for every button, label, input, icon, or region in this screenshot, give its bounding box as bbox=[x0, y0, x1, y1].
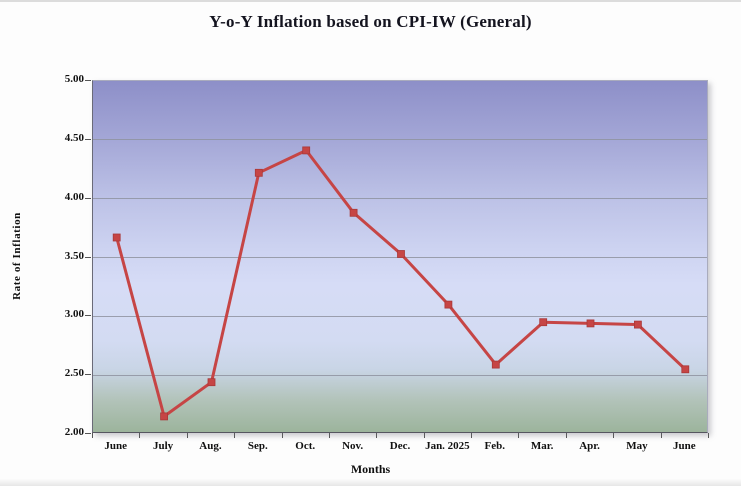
x-axis-tick-label: Mar. bbox=[530, 440, 554, 452]
x-axis-tick-label: Oct. bbox=[295, 440, 316, 452]
y-axis-tick-label: 3.50 bbox=[64, 249, 84, 262]
y-axis-tick bbox=[85, 433, 91, 434]
data-point-marker bbox=[397, 250, 405, 258]
x-axis-tick bbox=[708, 433, 709, 438]
x-axis-tick bbox=[471, 433, 473, 438]
x-axis-tick bbox=[139, 433, 141, 438]
data-point-marker bbox=[160, 412, 168, 421]
x-axis-title: Months bbox=[350, 462, 391, 476]
y-axis-tick bbox=[85, 80, 91, 81]
x-axis-tick bbox=[328, 433, 330, 438]
y-axis-tick-label: 3.00 bbox=[64, 308, 84, 321]
x-axis-tick-label: Aug. bbox=[199, 440, 222, 452]
data-point-marker bbox=[634, 320, 642, 329]
y-axis-tick bbox=[85, 138, 91, 140]
inflation-line-series bbox=[112, 146, 690, 421]
plot-area bbox=[92, 80, 708, 433]
x-axis-tick-label: June bbox=[672, 440, 696, 452]
data-point-marker bbox=[586, 319, 595, 328]
y-axis-tick bbox=[85, 197, 91, 199]
data-point-marker bbox=[681, 365, 690, 374]
y-axis-tick-label: 2.50 bbox=[64, 367, 84, 380]
x-axis-tick bbox=[376, 433, 378, 438]
data-point-marker bbox=[112, 233, 121, 242]
x-axis-tick-label: May bbox=[626, 440, 648, 452]
x-axis-tick bbox=[234, 433, 236, 438]
x-axis-tick-label: July bbox=[152, 440, 174, 452]
gridline bbox=[93, 198, 707, 200]
x-axis-tick-label: Jan. 2025 bbox=[425, 440, 470, 452]
data-point-marker bbox=[491, 360, 500, 369]
data-point-marker bbox=[302, 146, 311, 155]
y-axis-tick bbox=[85, 256, 91, 258]
y-axis-tick-label: 5.00 bbox=[64, 73, 84, 85]
x-axis-tick-label: Sep. bbox=[247, 440, 268, 452]
page-bottom-edge bbox=[0, 479, 741, 486]
x-axis-tick bbox=[186, 433, 188, 438]
data-point-marker bbox=[444, 300, 453, 309]
x-axis-tick bbox=[423, 433, 425, 438]
data-point-marker bbox=[349, 208, 358, 217]
x-axis-tick-label: June bbox=[104, 440, 127, 452]
x-axis-tick bbox=[518, 433, 520, 438]
data-point-marker bbox=[207, 378, 216, 387]
x-axis-tick bbox=[660, 433, 662, 438]
data-point-marker bbox=[539, 318, 548, 327]
y-axis-tick bbox=[85, 374, 91, 376]
x-axis-tick bbox=[613, 433, 615, 438]
x-axis-tick-label: Dec. bbox=[389, 440, 411, 452]
y-axis-title: Rate of Inflation bbox=[11, 212, 23, 300]
y-axis-tick-label: 4.50 bbox=[64, 131, 84, 144]
gridline bbox=[93, 315, 707, 317]
series-line bbox=[115, 148, 687, 418]
y-axis-tick-label: 2.00 bbox=[64, 426, 84, 438]
y-axis-tick bbox=[85, 315, 91, 317]
x-axis-tick-label: Apr. bbox=[579, 440, 600, 452]
x-axis-tick-label: Feb. bbox=[484, 440, 506, 452]
data-point-marker bbox=[254, 168, 263, 177]
x-axis-tick bbox=[565, 433, 567, 438]
x-axis-tick bbox=[92, 433, 93, 438]
x-axis-tick-label: Nov. bbox=[342, 440, 364, 452]
y-axis-tick-label: 4.00 bbox=[64, 190, 84, 203]
gridline bbox=[93, 139, 707, 141]
page-top-edge bbox=[0, 0, 741, 2]
chart-title: Y-o-Y Inflation based on CPI-IW (General… bbox=[209, 12, 532, 31]
gridline bbox=[93, 374, 707, 376]
x-axis-tick bbox=[281, 433, 283, 438]
